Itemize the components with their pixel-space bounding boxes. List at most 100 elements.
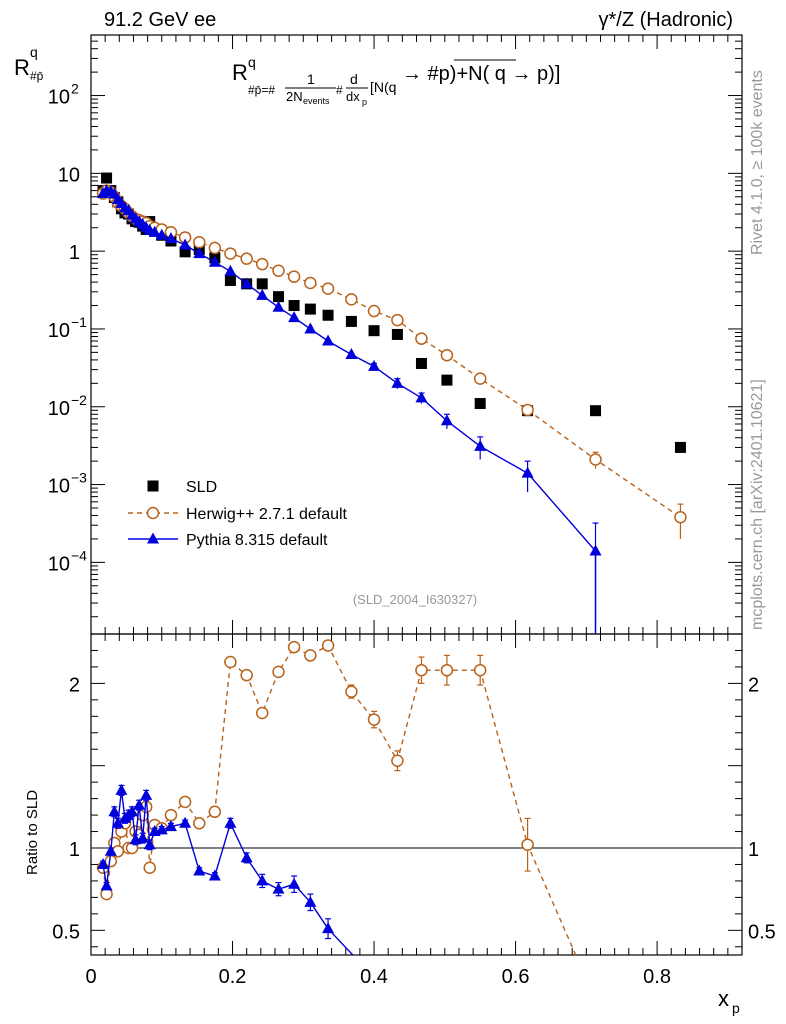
- data-point-data: [322, 309, 334, 321]
- legend-label: Pythia 8.315 default: [186, 532, 328, 549]
- ratio-point-herwig: [367, 713, 381, 726]
- legend-entry-pythia: Pythia 8.315 default: [128, 532, 328, 549]
- ratio-point-herwig: [208, 805, 222, 819]
- y-tick-label: 10: [58, 164, 80, 186]
- data-point-pythia: [440, 414, 453, 426]
- data-point-herwig: [589, 453, 602, 466]
- y-axis-label-sup: q: [30, 44, 38, 60]
- y-tick-label-base: 10: [48, 320, 70, 342]
- y-tick-label-base: 10: [48, 553, 70, 575]
- data-point-data: [101, 172, 113, 184]
- data-point-herwig: [240, 252, 253, 265]
- data-point-herwig: [321, 282, 335, 295]
- data-point-herwig: [304, 276, 317, 290]
- title-frac-num: 1: [307, 71, 315, 87]
- data-point-pythia: [391, 376, 404, 388]
- data-point-data: [590, 405, 602, 417]
- y-tick-label-exp: −2: [71, 392, 87, 408]
- ratio-point-herwig: [304, 649, 317, 662]
- y-tick-label: 10 −3: [48, 470, 87, 498]
- data-point-herwig: [272, 264, 285, 277]
- x-axis-label-main: x: [718, 986, 729, 1011]
- header-energy: 91.2 GeV ee: [104, 9, 216, 31]
- data-point-data: [273, 291, 285, 303]
- ratio-tick-label: 0.5: [52, 921, 80, 943]
- rivet-version-label: Rivet 4.1.0, ≥ 100k events: [749, 70, 766, 255]
- ratio-point-herwig: [224, 655, 237, 669]
- ratio-point-herwig: [473, 663, 487, 677]
- ratio-line-herwig: [102, 644, 577, 955]
- data-point-pythia: [148, 225, 161, 237]
- data-point-data: [391, 328, 403, 340]
- y-tick-label-exp: −1: [71, 314, 87, 330]
- y-tick-label-base: 10: [48, 398, 70, 420]
- title-frac-den: 2N: [286, 89, 303, 104]
- data-point-pythia: [240, 277, 253, 289]
- ratio-point-herwig: [321, 639, 335, 652]
- data-point-pythia: [368, 359, 381, 371]
- data-point-data: [345, 315, 357, 327]
- ratio-point-herwig: [391, 754, 404, 768]
- series-pythia: [97, 184, 602, 634]
- ratio-point-pythia: [140, 788, 153, 800]
- title-rest: → #p)+N( q → p)]: [402, 63, 560, 85]
- ratio-point-pythia: [136, 831, 149, 843]
- data-point-herwig: [391, 313, 404, 327]
- data-point-data: [256, 278, 268, 290]
- title-sup: q: [248, 54, 256, 70]
- ratio-line-pythia: [102, 790, 354, 955]
- y-tick-label-base: 10: [58, 164, 80, 186]
- ratio-point-pythia: [133, 798, 146, 810]
- data-point-pythia: [179, 238, 192, 250]
- data-point-herwig: [193, 236, 206, 249]
- data-point-herwig: [208, 241, 222, 255]
- y-tick-label-exp: −3: [71, 470, 87, 486]
- ratio-series-layer: [96, 639, 577, 955]
- data-point-data: [415, 357, 427, 369]
- data-point-data: [441, 374, 453, 386]
- legend-marker: [147, 480, 159, 492]
- x-tick-label: 0.8: [643, 966, 671, 988]
- ratio-point-pythia: [224, 816, 237, 828]
- x-tick-label: 0.2: [219, 966, 247, 988]
- ratio-point-pythia: [108, 805, 121, 817]
- series-data: [97, 172, 686, 453]
- title-sub: #p̄=#: [248, 83, 275, 97]
- data-point-pythia: [288, 311, 301, 323]
- data-point-data: [288, 300, 300, 312]
- data-point-data: [179, 246, 191, 258]
- data-point-pythia: [256, 288, 269, 300]
- ratio-point-herwig: [104, 854, 118, 868]
- legend-marker: [147, 532, 159, 544]
- ratio-point-pythia: [104, 844, 117, 856]
- ratio-point-pythia: [115, 783, 128, 795]
- title-r: R: [232, 60, 248, 85]
- ratio-point-pythia: [143, 838, 156, 850]
- ratio-point-herwig: [272, 665, 285, 679]
- data-point-data: [224, 274, 236, 286]
- ratio-tick-label: 1: [69, 839, 80, 861]
- data-point-herwig: [415, 332, 428, 345]
- legend-marker: [146, 506, 160, 520]
- data-point-pythia: [589, 544, 602, 556]
- data-point-herwig: [224, 247, 237, 260]
- data-point-pythia: [345, 347, 358, 359]
- analysis-tag: (SLD_2004_I630327): [353, 592, 477, 607]
- y-tick-label-base: 10: [48, 476, 70, 498]
- ratio-point-pythia: [322, 922, 335, 934]
- data-point-pythia: [193, 247, 206, 259]
- data-point-herwig: [521, 403, 534, 417]
- title-d-den-sub: p: [362, 97, 367, 107]
- x-tick-label: 0.6: [502, 966, 530, 988]
- ratio-point-pythia: [256, 874, 269, 886]
- data-point-herwig: [345, 293, 358, 306]
- x-tick-label: 0.4: [360, 966, 388, 988]
- legend: SLD Herwig++ 2.7.1 default Pythia 8.315 de…: [128, 479, 348, 549]
- data-point-data: [674, 441, 686, 453]
- ratio-point-herwig: [255, 706, 269, 720]
- ratio-point-herwig: [521, 838, 534, 851]
- legend-entry-herwig: Herwig++ 2.7.1 default: [128, 506, 348, 523]
- legend-label: SLD: [186, 479, 217, 496]
- y-axis-label-main: R: [14, 55, 30, 80]
